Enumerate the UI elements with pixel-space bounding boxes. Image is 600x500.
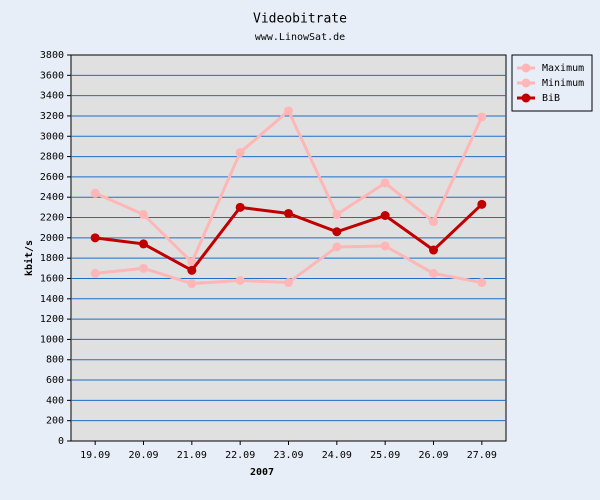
point xyxy=(187,265,197,275)
y-tick-label: 1400 xyxy=(40,294,64,305)
x-tick-label: 22.09 xyxy=(225,450,255,461)
y-tick-label: 2600 xyxy=(40,172,64,183)
x-tick-label: 20.09 xyxy=(128,450,158,461)
chart-subtitle: www.LinowSat.de xyxy=(255,32,345,43)
y-tick-label: 2800 xyxy=(40,152,64,163)
legend-label: BiB xyxy=(542,93,560,104)
legend-label: Maximum xyxy=(542,63,584,74)
point xyxy=(380,178,390,188)
x-tick-label: 25.09 xyxy=(370,450,400,461)
x-tick-label: 24.09 xyxy=(322,450,352,461)
point xyxy=(90,268,100,278)
x-tick-label: 19.09 xyxy=(80,450,110,461)
point xyxy=(332,242,342,252)
point xyxy=(380,210,390,220)
y-tick-label: 1000 xyxy=(40,334,64,345)
legend-label: Minimum xyxy=(542,78,584,89)
y-tick-label: 3800 xyxy=(40,50,64,61)
legend-marker xyxy=(521,78,531,88)
y-tick-label: 1800 xyxy=(40,253,64,264)
x-tick-label: 21.09 xyxy=(177,450,207,461)
point xyxy=(187,279,197,289)
y-tick-label: 3000 xyxy=(40,131,64,142)
point xyxy=(187,257,197,267)
point xyxy=(139,239,148,249)
point xyxy=(235,148,245,158)
y-tick-label: 3400 xyxy=(40,91,64,102)
y-tick-label: 0 xyxy=(58,436,64,447)
point xyxy=(284,106,293,116)
point xyxy=(332,209,342,219)
y-tick-label: 3600 xyxy=(40,70,64,81)
point xyxy=(235,276,245,286)
x-tick-label: 27.09 xyxy=(467,450,497,461)
point xyxy=(477,278,487,288)
point xyxy=(235,202,245,212)
point xyxy=(139,263,148,273)
point xyxy=(477,112,487,122)
point xyxy=(139,209,148,219)
y-tick-label: 2400 xyxy=(40,192,64,203)
point xyxy=(477,199,487,209)
y-tick-label: 2000 xyxy=(40,233,64,244)
point xyxy=(90,188,100,198)
x-axis-label: 2007 xyxy=(250,467,274,478)
y-tick-label: 400 xyxy=(46,395,64,406)
point xyxy=(429,245,438,255)
y-tick-label: 1600 xyxy=(40,273,64,284)
x-tick-label: 26.09 xyxy=(418,450,448,461)
point xyxy=(380,241,390,251)
point xyxy=(429,268,438,278)
point xyxy=(429,217,438,227)
legend-marker xyxy=(521,63,531,73)
point xyxy=(332,227,342,237)
y-tick-label: 3200 xyxy=(40,111,64,122)
y-tick-label: 200 xyxy=(46,416,64,427)
legend-marker xyxy=(521,93,531,103)
y-axis-label: kbit/s xyxy=(23,240,35,276)
y-tick-label: 800 xyxy=(46,355,64,366)
point xyxy=(90,233,100,243)
x-tick-label: 23.09 xyxy=(273,450,303,461)
y-tick-label: 2200 xyxy=(40,213,64,224)
point xyxy=(284,278,293,288)
y-tick-label: 1200 xyxy=(40,314,64,325)
y-tick-label: 600 xyxy=(46,375,64,386)
chart-title: Videobitrate xyxy=(253,12,347,27)
point xyxy=(284,208,293,218)
